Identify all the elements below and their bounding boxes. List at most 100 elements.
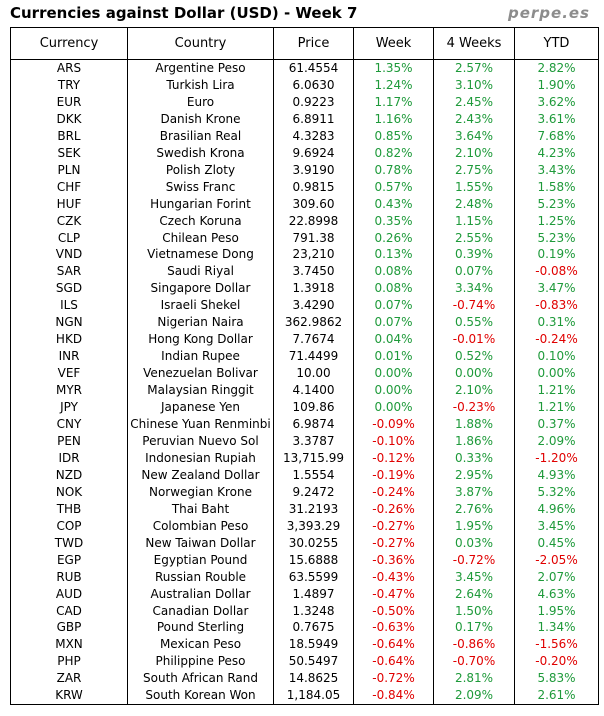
cell-week-change: -0.64% <box>353 653 434 671</box>
cell-4-weeks-change: 1.95% <box>433 517 515 535</box>
table-row: PHP Philippine Peso 50.5497 -0.64% -0.70% -0.… <box>10 653 599 671</box>
table-row: SGD Singapore Dollar 1.3918 0.08% 3.34% 3.47% <box>10 280 599 298</box>
cell-ytd-change: 1.21% <box>514 399 599 417</box>
cell-price: 6.8911 <box>273 110 354 128</box>
cell-country: Israeli Shekel <box>127 297 274 315</box>
cell-week-change: -0.47% <box>353 585 434 603</box>
cell-4-weeks-change: 2.64% <box>433 585 515 603</box>
table-row: NOK Norwegian Krone 9.2472 -0.24% 3.87% 5.32% <box>10 483 599 501</box>
table-row: NZD New Zealand Dollar 1.5554 -0.19% 2.95% 4.… <box>10 466 599 484</box>
page-title: Currencies against Dollar (USD) - Week 7 <box>10 4 358 22</box>
cell-week-change: 0.35% <box>353 212 434 230</box>
cell-4-weeks-change: -0.72% <box>433 551 515 569</box>
cell-price: 3.3787 <box>273 432 354 450</box>
table-row: PLN Polish Zloty 3.9190 0.78% 2.75% 3.43% <box>10 161 599 179</box>
cell-price: 3.9190 <box>273 161 354 179</box>
cell-4-weeks-change: 2.76% <box>433 500 515 518</box>
cell-country: Norwegian Krone <box>127 483 274 501</box>
cell-country: New Zealand Dollar <box>127 466 274 484</box>
cell-ytd-change: 2.07% <box>514 568 599 586</box>
cell-price: 18.5949 <box>273 636 354 654</box>
cell-currency-code: VEF <box>10 365 128 383</box>
cell-4-weeks-change: -0.70% <box>433 653 515 671</box>
cell-week-change: -0.12% <box>353 449 434 467</box>
cell-country: Peruvian Nuevo Sol <box>127 432 274 450</box>
table-row: SEK Swedish Krona 9.6924 0.82% 2.10% 4.23% <box>10 144 599 162</box>
cell-country: Chilean Peso <box>127 229 274 247</box>
cell-week-change: 0.00% <box>353 399 434 417</box>
cell-price: 6.0630 <box>273 76 354 94</box>
cell-ytd-change: 3.43% <box>514 161 599 179</box>
table-row: VND Vietnamese Dong 23,210 0.13% 0.39% 0.19% <box>10 246 599 264</box>
cell-country: Hungarian Forint <box>127 195 274 213</box>
cell-week-change: -0.24% <box>353 483 434 501</box>
cell-price: 0.9223 <box>273 93 354 111</box>
cell-4-weeks-change: 2.10% <box>433 144 515 162</box>
cell-4-weeks-change: 2.48% <box>433 195 515 213</box>
cell-currency-code: TRY <box>10 76 128 94</box>
cell-week-change: -0.09% <box>353 416 434 433</box>
cell-country: Thai Baht <box>127 500 274 518</box>
cell-4-weeks-change: -0.01% <box>433 331 515 349</box>
cell-price: 31.2193 <box>273 500 354 518</box>
cell-price: 13,715.99 <box>273 449 354 467</box>
cell-country: Australian Dollar <box>127 585 274 603</box>
cell-4-weeks-change: 3.45% <box>433 568 515 586</box>
cell-week-change: 0.07% <box>353 314 434 332</box>
cell-currency-code: CNY <box>10 416 128 433</box>
cell-week-change: 0.43% <box>353 195 434 213</box>
cell-country: Hong Kong Dollar <box>127 331 274 349</box>
cell-4-weeks-change: 0.17% <box>433 619 515 637</box>
table-row: CZK Czech Koruna 22.8998 0.35% 1.15% 1.25% <box>10 212 599 230</box>
table-row: EGP Egyptian Pound 15.6888 -0.36% -0.72% -2.0… <box>10 551 599 569</box>
cell-4-weeks-change: 2.81% <box>433 670 515 688</box>
currency-table: Currency Country Price Week 4 Weeks YTD … <box>10 27 599 706</box>
cell-currency-code: EUR <box>10 93 128 111</box>
cell-week-change: -0.27% <box>353 534 434 552</box>
cell-currency-code: NGN <box>10 314 128 332</box>
cell-country: Venezuelan Bolivar <box>127 365 274 383</box>
cell-4-weeks-change: 3.10% <box>433 76 515 94</box>
cell-ytd-change: 0.45% <box>514 534 599 552</box>
cell-country: Euro <box>127 93 274 111</box>
cell-week-change: 0.78% <box>353 161 434 179</box>
cell-country: South Korean Won <box>127 687 274 706</box>
cell-4-weeks-change: 2.57% <box>433 59 515 77</box>
cell-currency-code: COP <box>10 517 128 535</box>
cell-ytd-change: 1.58% <box>514 178 599 196</box>
cell-ytd-change: 3.61% <box>514 110 599 128</box>
cell-price: 14.8625 <box>273 670 354 688</box>
cell-ytd-change: -0.83% <box>514 297 599 315</box>
cell-currency-code: TWD <box>10 534 128 552</box>
table-row: JPY Japanese Yen 109.86 0.00% -0.23% 1.21% <box>10 399 599 417</box>
cell-currency-code: CHF <box>10 178 128 196</box>
cell-4-weeks-change: 2.95% <box>433 466 515 484</box>
cell-country: Russian Rouble <box>127 568 274 586</box>
cell-currency-code: VND <box>10 246 128 264</box>
cell-ytd-change: 3.45% <box>514 517 599 535</box>
cell-ytd-change: 1.34% <box>514 619 599 637</box>
cell-week-change: 0.08% <box>353 263 434 281</box>
table-row: THB Thai Baht 31.2193 -0.26% 2.76% 4.96% <box>10 500 599 518</box>
cell-price: 1.4897 <box>273 585 354 603</box>
cell-ytd-change: 0.10% <box>514 348 599 366</box>
cell-country: Polish Zloty <box>127 161 274 179</box>
cell-country: Colombian Peso <box>127 517 274 535</box>
cell-ytd-change: 5.23% <box>514 229 599 247</box>
cell-week-change: 0.08% <box>353 280 434 298</box>
cell-country: Philippine Peso <box>127 653 274 671</box>
cell-currency-code: IDR <box>10 449 128 467</box>
cell-currency-code: THB <box>10 500 128 518</box>
table-row: COP Colombian Peso 3,393.29 -0.27% 1.95% 3.45… <box>10 517 599 535</box>
cell-country: Danish Krone <box>127 110 274 128</box>
table-row: CAD Canadian Dollar 1.3248 -0.50% 1.50% 1.95% <box>10 602 599 620</box>
cell-country: Pound Sterling <box>127 619 274 637</box>
cell-ytd-change: 0.37% <box>514 416 599 433</box>
table-header-row: Currency Country Price Week 4 Weeks YTD <box>10 27 599 60</box>
cell-price: 1,184.05 <box>273 687 354 706</box>
cell-4-weeks-change: 2.43% <box>433 110 515 128</box>
table-row: MYR Malaysian Ringgit 4.1400 0.00% 2.10% 1.21… <box>10 382 599 400</box>
cell-currency-code: BRL <box>10 127 128 145</box>
cell-price: 63.5599 <box>273 568 354 586</box>
cell-ytd-change: 4.96% <box>514 500 599 518</box>
